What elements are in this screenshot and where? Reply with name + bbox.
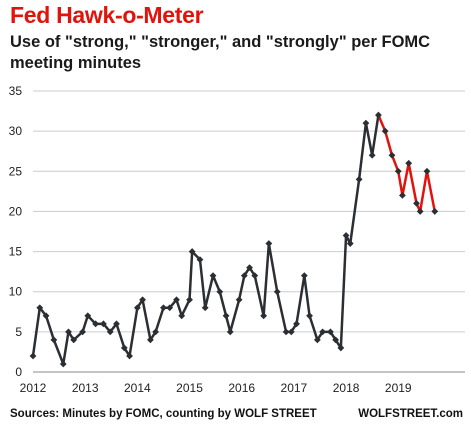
data-point-24 [188, 248, 196, 255]
data-point-47 [337, 344, 345, 352]
data-point-14 [126, 352, 133, 360]
data-point-12 [113, 320, 120, 328]
data-point-38 [282, 328, 290, 336]
data-point-6 [70, 336, 78, 344]
data-point-60 [416, 208, 424, 215]
series-markers [29, 111, 439, 368]
data-point-22 [178, 312, 186, 320]
series-line-highlight [377, 114, 437, 213]
data-point-27 [209, 272, 217, 280]
data-point-43 [313, 336, 321, 344]
y-tick-label-35: 35 [9, 84, 23, 98]
y-tick-label-5: 5 [15, 325, 22, 339]
y-tick-label-20: 20 [9, 204, 23, 218]
data-point-40 [293, 320, 300, 328]
data-point-11 [106, 328, 114, 336]
brand-label: WOLFSTREET.com [358, 408, 463, 420]
data-point-30 [226, 328, 234, 336]
x-tick-label-2017: 2017 [281, 381, 308, 395]
data-point-54 [381, 127, 389, 135]
data-point-36 [265, 240, 273, 247]
y-tick-label-10: 10 [9, 285, 23, 299]
data-point-58 [405, 159, 413, 167]
data-point-37 [273, 288, 281, 296]
y-tick-label-30: 30 [9, 124, 23, 138]
x-tick-label-2015: 2015 [176, 381, 203, 395]
chart-title: Fed Hawk-o-Meter [10, 2, 204, 28]
x-axis-ticks: 2012 2013 2014 2015 2016 2017 2018 2019 [20, 381, 412, 395]
data-point-2 [42, 312, 50, 320]
x-tick-label-2019: 2019 [385, 381, 412, 395]
y-tick-label-25: 25 [9, 164, 23, 178]
data-point-41 [300, 272, 308, 280]
x-tick-label-2016: 2016 [228, 381, 255, 395]
x-tick-label-2018: 2018 [333, 381, 360, 395]
data-point-57 [399, 191, 406, 199]
data-point-46 [332, 336, 340, 344]
data-point-53 [375, 111, 382, 119]
data-point-51 [362, 119, 370, 127]
data-point-3 [50, 336, 58, 344]
series-line-base [31, 114, 380, 366]
data-point-8 [84, 312, 92, 320]
source-note: Sources: Minutes by FOMC, counting by WO… [10, 408, 317, 420]
x-tick-label-2013: 2013 [72, 381, 99, 395]
x-tick-label-2014: 2014 [124, 381, 151, 395]
data-point-44 [319, 328, 326, 336]
y-tick-label-15: 15 [9, 245, 23, 259]
x-tick-label-2012: 2012 [20, 381, 47, 395]
data-point-39 [287, 328, 295, 336]
data-point-26 [201, 304, 209, 312]
data-point-20 [166, 304, 174, 312]
y-tick-label-0: 0 [15, 365, 22, 379]
data-point-23 [186, 296, 193, 304]
data-point-29 [222, 312, 230, 320]
data-point-31 [235, 296, 243, 304]
data-point-33 [246, 264, 253, 272]
data-point-10 [100, 320, 107, 328]
data-point-49 [346, 240, 354, 247]
data-point-59 [413, 200, 420, 207]
y-axis-ticks: 0 5 10 15 20 25 30 35 [9, 84, 23, 379]
data-point-62 [431, 208, 439, 215]
chart-subtitle: Use of "strong," "stronger," and "strong… [10, 33, 431, 72]
data-point-50 [355, 175, 363, 183]
data-point-7 [79, 328, 86, 336]
grid-lines [33, 90, 465, 333]
data-point-5 [65, 328, 72, 336]
data-point-0 [29, 352, 37, 360]
data-point-13 [120, 344, 128, 352]
data-point-55 [388, 151, 396, 159]
data-point-45 [327, 328, 334, 336]
data-point-18 [152, 328, 160, 336]
data-point-52 [368, 151, 376, 159]
data-point-32 [240, 272, 248, 280]
data-point-34 [251, 272, 259, 280]
series-lines [31, 114, 437, 366]
data-point-42 [306, 312, 313, 320]
data-point-28 [216, 288, 224, 296]
data-point-17 [147, 336, 154, 344]
data-point-15 [133, 304, 141, 312]
data-point-25 [196, 256, 204, 263]
data-point-19 [160, 304, 167, 312]
data-point-35 [260, 312, 268, 320]
data-point-56 [394, 167, 402, 175]
data-point-48 [342, 232, 350, 239]
data-point-21 [173, 296, 180, 304]
data-point-9 [92, 320, 100, 328]
data-point-4 [59, 360, 67, 368]
data-point-61 [423, 167, 431, 175]
data-point-1 [36, 304, 44, 312]
data-point-16 [139, 296, 146, 304]
